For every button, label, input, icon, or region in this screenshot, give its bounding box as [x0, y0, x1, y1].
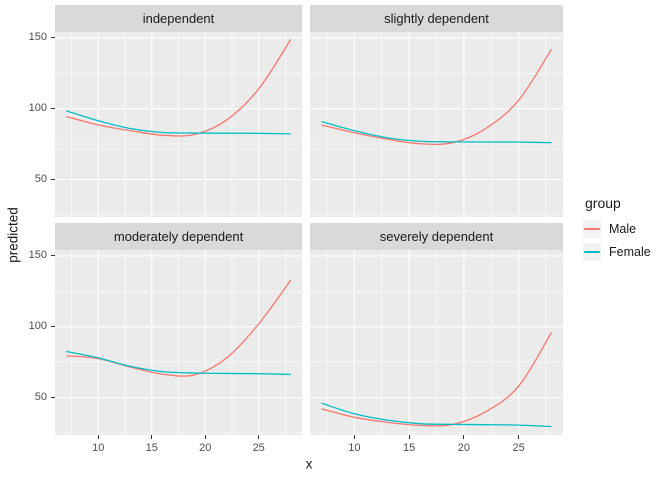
facet-strip: severely dependent [310, 223, 563, 250]
x-tick-label: 10 [92, 442, 105, 454]
legend-entry-male: Male [583, 220, 651, 238]
y-tick-label: 100 [28, 320, 47, 333]
legend-entry-label: Male [609, 222, 637, 236]
facet-independent: independent [55, 5, 302, 217]
facet-strip-label: slightly dependent [384, 11, 489, 26]
facet-slightly-dependent: slightly dependent [310, 5, 563, 217]
facet-strip: independent [55, 5, 302, 32]
series-line-female [321, 120, 552, 144]
series-line-male [66, 39, 292, 137]
legend-key-line-icon [584, 251, 600, 253]
series-line-female [321, 402, 552, 428]
legend: group Male Female [583, 195, 651, 266]
x-tick-mark [353, 435, 355, 439]
x-axis-title: x [305, 456, 313, 472]
legend-key-line-icon [584, 228, 600, 230]
y-tick-label: 150 [28, 31, 47, 44]
x-tick-mark [408, 435, 410, 439]
x-tick-label: 15 [402, 442, 416, 454]
facet-strip-label: moderately dependent [113, 229, 244, 244]
panel-moderately-dependent [55, 250, 302, 435]
x-tick-mark [151, 435, 153, 439]
facet-moderately-dependent: moderately dependent [55, 223, 302, 435]
y-tick-label: 50 [34, 172, 47, 185]
x-tick-label: 20 [457, 442, 470, 454]
series-line-male [321, 332, 553, 427]
y-tick-mark [51, 326, 55, 328]
x-tick-label: 15 [145, 442, 158, 454]
x-tick-mark [97, 435, 99, 439]
y-tick-mark [51, 108, 55, 110]
panel-slightly-dependent [310, 32, 563, 217]
x-tick-mark [518, 435, 520, 439]
legend-key [583, 220, 601, 238]
legend-entry-label: Female [609, 245, 651, 259]
x-tick-mark [258, 435, 260, 439]
x-tick-label: 20 [199, 442, 212, 454]
legend-entry-female: Female [583, 243, 651, 261]
facet-strip-label: independent [142, 11, 215, 26]
panel-severely-dependent [310, 250, 563, 435]
legend-title: group [585, 195, 621, 211]
x-tick-label: 10 [348, 442, 361, 454]
facet-strip: moderately dependent [55, 223, 302, 250]
x-tick-mark [463, 435, 465, 439]
series-line-male [321, 48, 553, 146]
facet-severely-dependent: severely dependent [310, 223, 563, 435]
y-tick-label: 50 [34, 390, 47, 403]
x-tick-label: 25 [252, 442, 265, 454]
legend-key [583, 243, 601, 261]
y-tick-label: 150 [28, 249, 47, 262]
panel-independent [55, 32, 302, 217]
y-tick-mark [51, 396, 55, 398]
y-tick-label: 100 [28, 102, 47, 115]
facet-strip: slightly dependent [310, 5, 563, 32]
x-tick-mark [204, 435, 206, 439]
series-line-female [66, 110, 291, 135]
series-line-female [66, 350, 291, 376]
y-tick-mark [51, 37, 55, 39]
y-tick-mark [51, 255, 55, 257]
facet-strip-label: severely dependent [379, 229, 494, 244]
x-tick-label: 25 [512, 442, 525, 454]
y-tick-mark [51, 178, 55, 180]
